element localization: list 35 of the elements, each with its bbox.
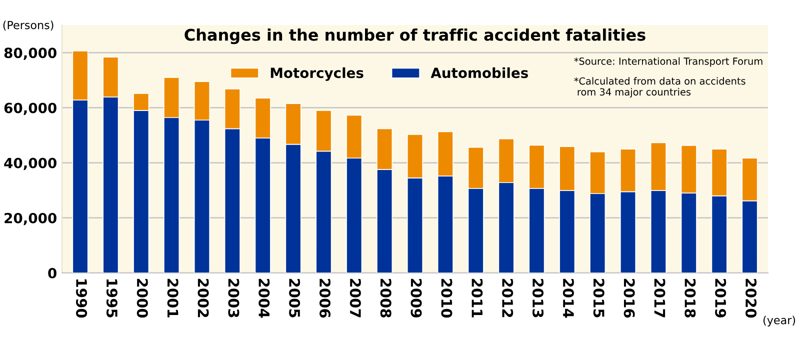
x-tick-label: 2018: [684, 278, 696, 318]
x-tick-label: 2005: [289, 278, 300, 318]
legend-label: Motorcycles: [270, 67, 364, 81]
y-tick-label: 40,000: [4, 158, 56, 170]
y-tick-label: 80,000: [4, 48, 56, 60]
x-tick-label: 2013: [532, 278, 544, 318]
x-tick-label: 2000: [136, 278, 148, 318]
x-tick-label: 2009: [410, 278, 422, 318]
x-tick-label: 1990: [76, 279, 88, 318]
x-tick-label: 2004: [258, 278, 270, 318]
legend-label: Automobiles: [430, 67, 528, 78]
x-tick-label: 2008: [380, 278, 392, 318]
x-tick-label: 2014: [562, 278, 574, 318]
y-tick-label: 60,000: [4, 102, 56, 115]
y-tick-label: 0: [48, 268, 56, 278]
x-tick-label: 2001: [167, 278, 178, 318]
x-tick-label: 2002: [198, 278, 209, 318]
x-tick-label: 2011: [472, 278, 483, 318]
x-tick-label: 2016: [624, 278, 635, 318]
x-tick-label: 2007: [350, 278, 361, 318]
x-tick-label: 2006: [319, 278, 331, 318]
y-tick-label: 20,000: [4, 212, 56, 226]
annotation: *Calculated from data on accidents rom 34 major countries: [574, 77, 746, 98]
x-tick-label: 2020: [746, 278, 757, 318]
x-tick-label: 2017: [654, 278, 666, 318]
chart-title: Changes in the number of traffic accident fatalities: [184, 28, 646, 44]
x-tick-label: 2012: [502, 278, 514, 318]
x-tick-label: 2010: [441, 278, 452, 318]
x-tick-label: 2003: [228, 278, 240, 318]
x-tick-label: 1995: [106, 279, 118, 318]
y-axis-title: (Persons): [3, 20, 54, 31]
x-tick-label: 2019: [715, 278, 726, 318]
x-tick-label: 2015: [593, 278, 604, 318]
x-axis-title: (year): [763, 316, 796, 326]
annotation: *Source: International Transport Forum: [574, 57, 762, 67]
